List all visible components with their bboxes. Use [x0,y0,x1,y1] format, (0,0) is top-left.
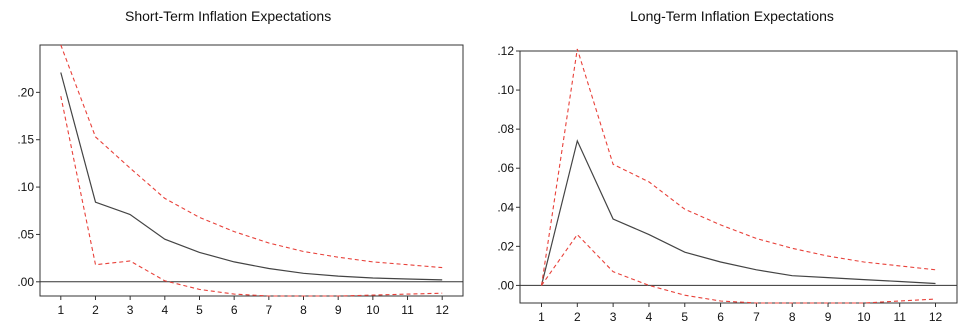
series-response [540,139,936,286]
y-tick-label: .20 [17,85,34,99]
y-tick-label: .10 [497,83,514,97]
x-tick-label: 5 [196,303,203,317]
y-tick-label: .12 [497,44,514,58]
y-tick-label: .05 [17,227,34,241]
x-tick-label: 4 [646,310,653,324]
x-tick-label: 8 [300,303,307,317]
y-tick-label: .00 [17,275,34,289]
series-upper-band [60,44,443,269]
y-tick-label: .00 [497,278,514,292]
x-tick-label: 9 [335,303,342,317]
chart-short-term: Short-Term Inflation Expectations .00 .05… [0,0,482,329]
x-tick-label: 3 [610,310,617,324]
series-response [60,72,443,281]
x-tick-label: 11 [893,310,906,324]
x-tick-label: 7 [753,310,760,324]
series-upper-band [540,48,936,286]
chart-title: Long-Term Inflation Expectations [630,8,834,24]
y-tick-label: .02 [497,239,514,253]
chart-long-term: Long-Term Inflation Expectations .00 .02.… [482,0,965,329]
y-tick-label: .15 [17,133,34,147]
series-lower-band [541,233,936,304]
x-tick-label: 11 [401,303,414,317]
y-tick-label: .04 [497,200,514,214]
x-tick-label: 1 [538,310,545,324]
y-tick-label: .10 [17,180,34,194]
plot-frame [39,44,464,297]
x-tick-label: 10 [366,303,380,317]
series-lower-band [60,95,443,297]
x-tick-label: 12 [436,303,450,317]
x-tick-label: 7 [265,303,272,317]
y-tick-label: .08 [497,122,514,136]
chart-svg-long-term: .00.02.04.06.08.10.121 2 3 4 5 6 7 8 9 10 11 12 [497,44,958,324]
x-tick-label: 8 [789,310,796,324]
x-tick-label: 6 [231,303,238,317]
plot-frame [519,50,958,304]
chart-title: Short-Term Inflation Expectations [125,8,332,24]
x-tick-label: 12 [929,310,943,324]
x-tick-label: 3 [127,303,134,317]
x-tick-label: 5 [681,310,688,324]
x-tick-label: 9 [825,310,832,324]
x-tick-label: 6 [717,310,724,324]
x-tick-label: 1 [57,303,64,317]
y-tick-label: .06 [497,161,514,175]
x-tick-label: 4 [161,303,168,317]
chart-svg-short-term: .00.05.10.15.201 2 3 4 5 6 7 8 9 10 11 12 [17,44,464,317]
x-tick-label: 10 [857,310,871,324]
x-tick-label: 2 [92,303,99,317]
x-tick-label: 2 [574,310,581,324]
